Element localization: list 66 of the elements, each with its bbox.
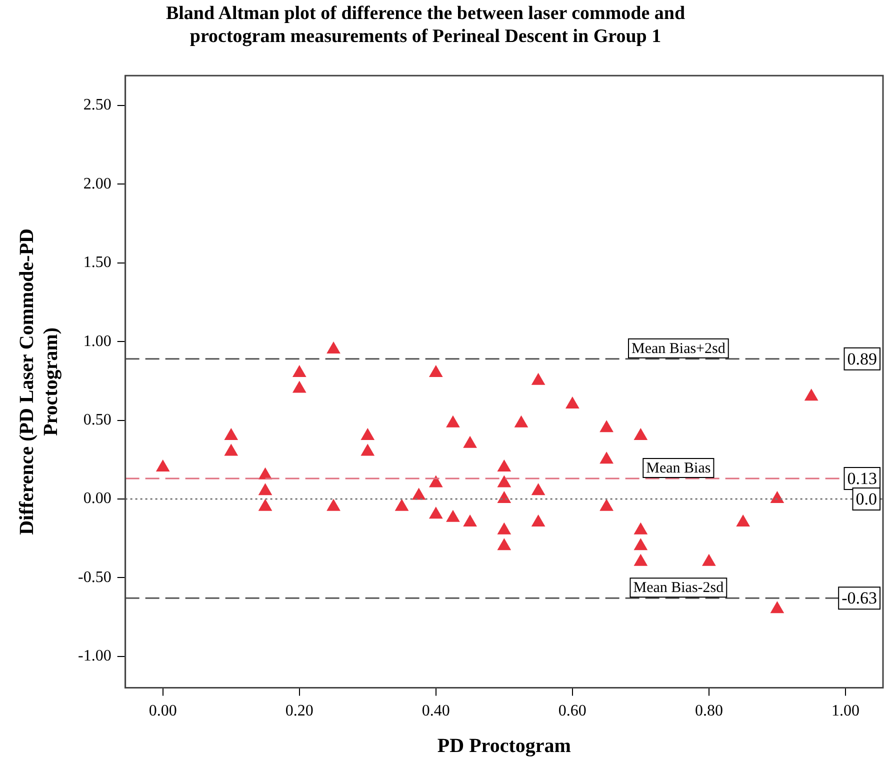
x-tick-label: 0.00 <box>148 702 177 720</box>
x-tick-label: 0.40 <box>422 702 450 720</box>
point <box>531 483 546 496</box>
point <box>463 436 477 448</box>
point <box>258 483 272 496</box>
point <box>428 365 443 378</box>
point <box>770 490 784 503</box>
y-tick-label: 1.00 <box>83 332 112 350</box>
point <box>412 488 426 500</box>
point <box>446 510 460 522</box>
point <box>634 538 648 550</box>
x-tick-label: 1.00 <box>831 702 860 720</box>
annotation: 0.0 <box>856 489 877 508</box>
point <box>428 506 443 519</box>
y-tick-label: 0.50 <box>83 411 112 428</box>
point <box>600 420 614 432</box>
point <box>446 415 460 428</box>
point <box>600 452 614 464</box>
point <box>224 444 238 456</box>
point <box>497 538 512 550</box>
point <box>156 459 170 472</box>
y-tick-label: 2.50 <box>83 96 112 114</box>
point <box>463 514 477 527</box>
chart-title: Bland Altman plot of difference the between laser commode and proctogram measurements of Perineal Descent in Group 1 <box>164 2 686 49</box>
point <box>770 601 784 614</box>
point <box>736 514 750 527</box>
point <box>634 428 648 440</box>
point <box>702 554 716 566</box>
point <box>531 514 546 527</box>
y-tick-label: 0.00 <box>83 490 112 508</box>
ref-line-label: Mean Bias <box>646 460 711 476</box>
ref-line-label: Mean Bias-2sd <box>633 580 724 596</box>
x-tick-label: 0.20 <box>285 702 314 720</box>
point <box>394 498 409 511</box>
y-tick-label: -1.00 <box>78 648 112 665</box>
point <box>497 522 512 534</box>
point <box>258 498 272 511</box>
point <box>360 444 375 456</box>
point <box>326 498 340 511</box>
x-axis-title: PD Proctogram <box>437 735 572 758</box>
point <box>804 388 818 401</box>
point <box>224 428 238 440</box>
y-tick-label: -0.50 <box>78 568 112 586</box>
point <box>497 475 512 488</box>
point <box>514 415 528 428</box>
y-axis-title: Difference (PD Laser Commode-PD Proctogram) <box>16 228 62 535</box>
y-tick-label: 2.00 <box>83 175 112 192</box>
point <box>326 341 340 354</box>
x-tick-label: 0.80 <box>694 702 723 720</box>
x-tick-label: 0.60 <box>558 702 586 720</box>
point <box>531 372 546 385</box>
annotation: 0.89 <box>847 349 877 368</box>
y-tick-label: 1.50 <box>83 254 112 272</box>
point <box>428 475 443 488</box>
point <box>565 396 580 409</box>
point <box>600 498 614 511</box>
point <box>634 522 648 534</box>
point <box>497 490 512 503</box>
point <box>292 365 306 378</box>
point <box>497 459 512 472</box>
point <box>360 428 375 440</box>
annotation: 0.13 <box>847 468 877 488</box>
annotation: -0.63 <box>842 588 878 608</box>
point <box>292 380 306 393</box>
point <box>634 554 648 566</box>
ref-line-label: Mean Bias+2sd <box>631 340 726 357</box>
